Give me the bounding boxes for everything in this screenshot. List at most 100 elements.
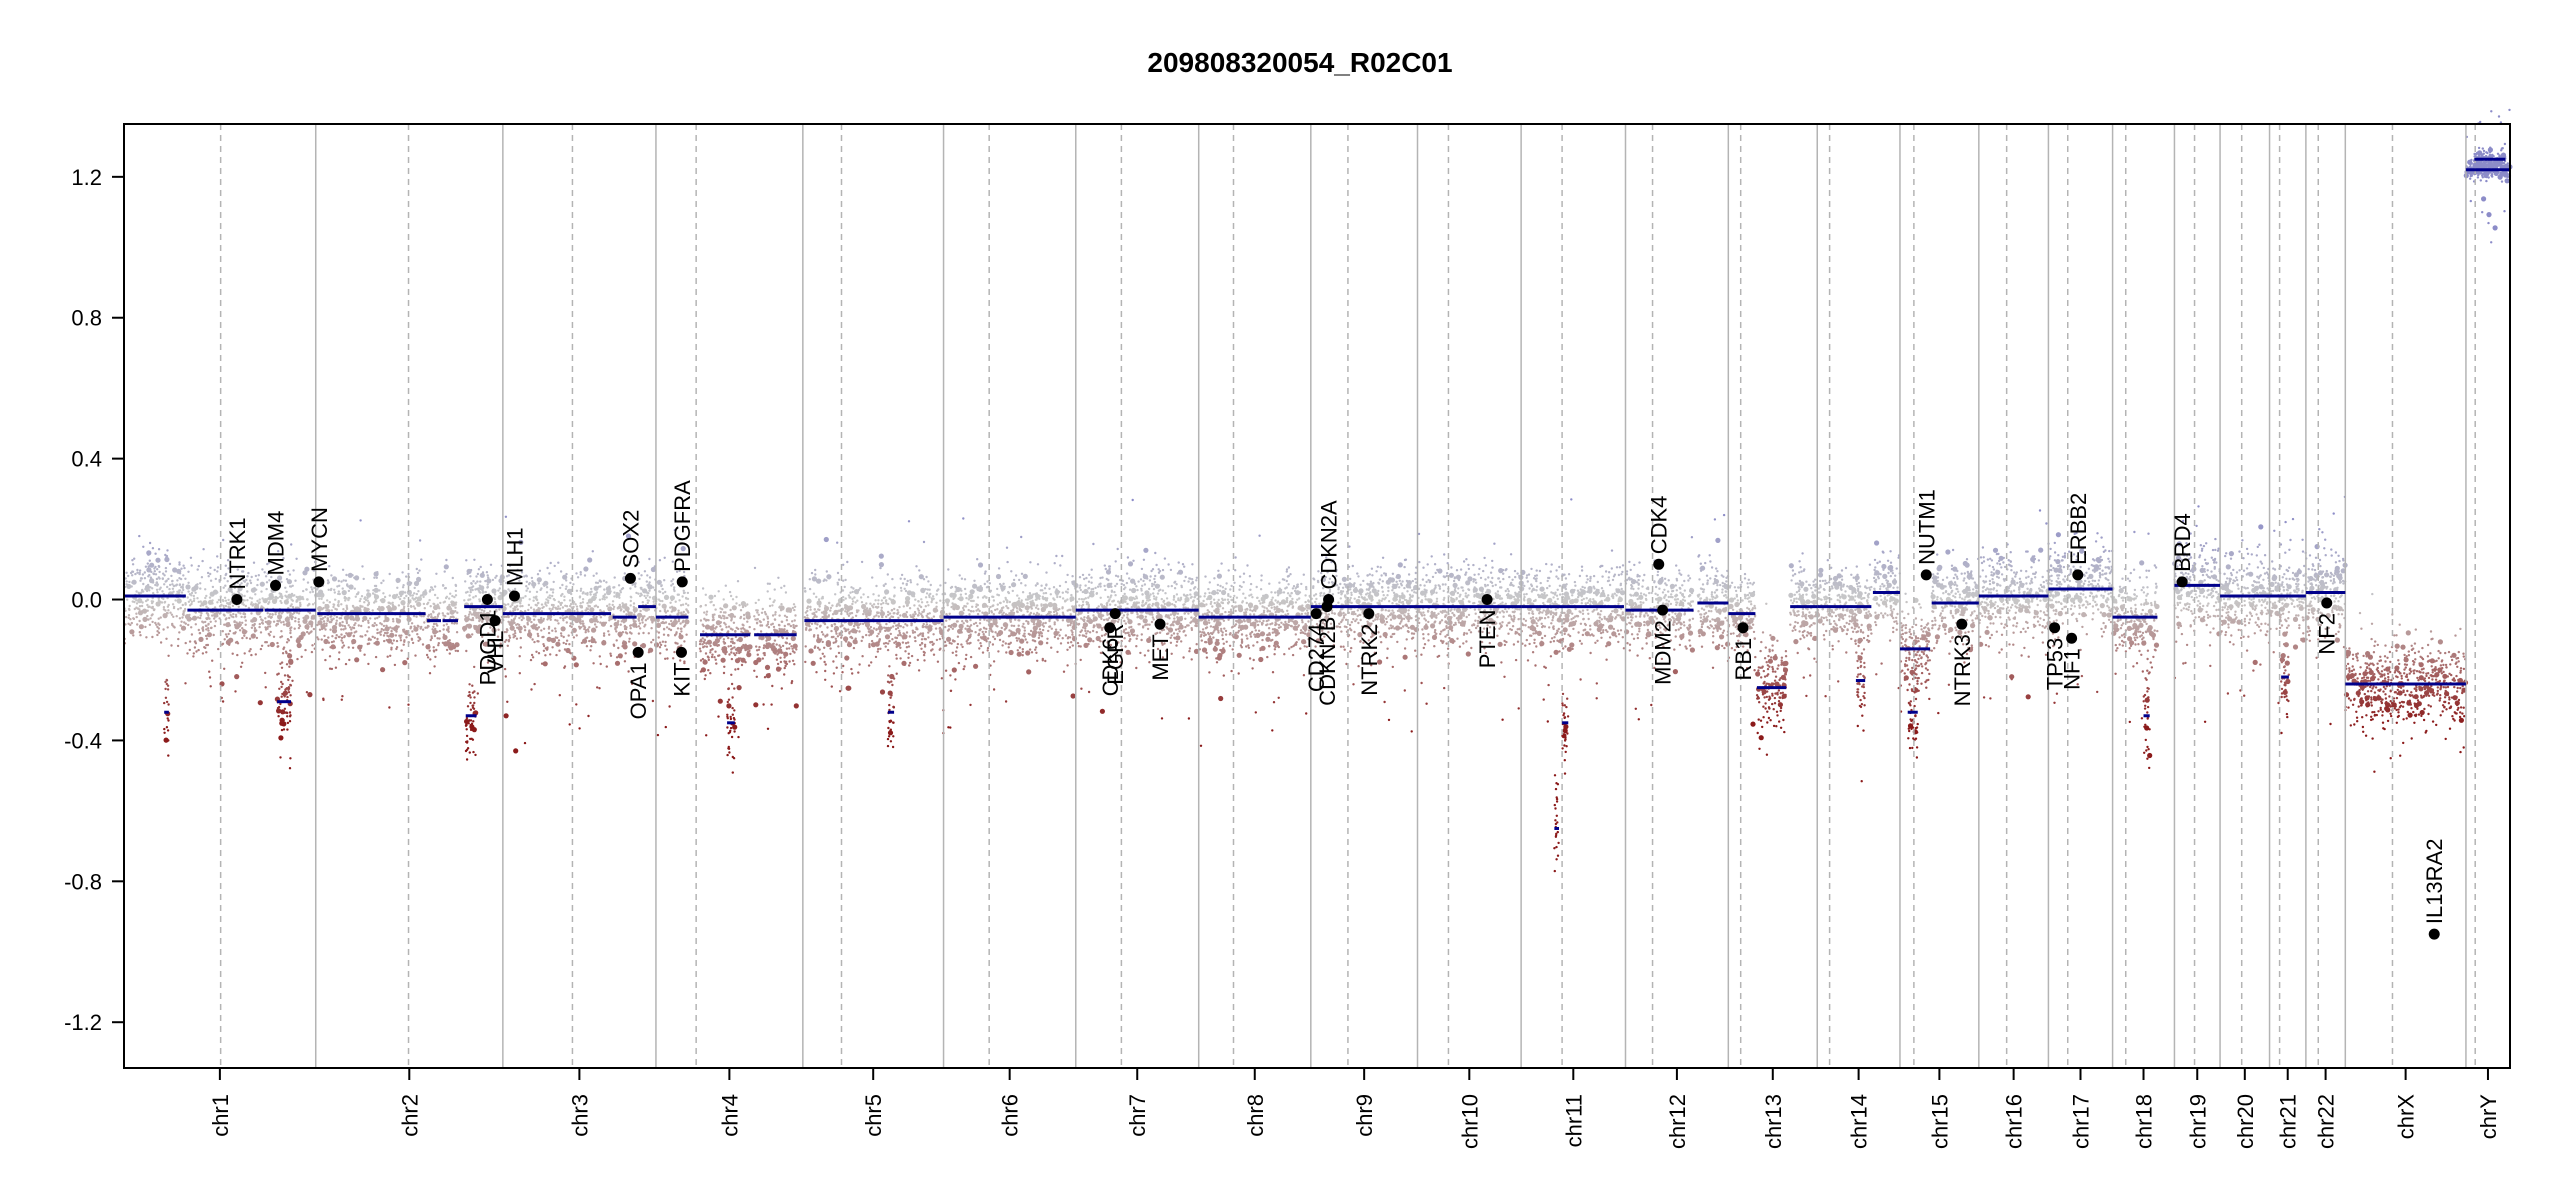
probe-point xyxy=(549,561,552,565)
probe-point xyxy=(162,572,165,575)
probe-point xyxy=(877,594,880,597)
probe-point xyxy=(785,615,789,619)
probe-point xyxy=(722,671,726,675)
probe-point xyxy=(125,571,128,574)
probe-point xyxy=(526,587,529,590)
probe-point xyxy=(260,590,263,593)
probe-point xyxy=(1099,576,1102,580)
probe-point xyxy=(734,630,737,633)
probe-point xyxy=(129,629,135,635)
probe-point xyxy=(708,594,714,600)
probe-point xyxy=(864,622,871,628)
probe-point xyxy=(341,641,344,644)
probe-point xyxy=(506,700,509,703)
probe-point xyxy=(563,627,566,630)
probe-point xyxy=(962,667,965,671)
probe-point xyxy=(1007,646,1010,649)
probe-point xyxy=(740,627,743,630)
probe-point xyxy=(711,618,715,622)
probe-point xyxy=(341,646,344,649)
probe-point xyxy=(777,576,780,579)
probe-point xyxy=(760,624,764,627)
probe-point xyxy=(893,595,896,598)
probe-point xyxy=(270,575,273,579)
probe-point xyxy=(421,628,425,631)
probe-point xyxy=(224,633,228,636)
probe-point xyxy=(463,627,466,630)
probe-point xyxy=(375,623,378,627)
probe-point xyxy=(1173,617,1176,620)
probe-point xyxy=(1099,582,1102,585)
probe-point xyxy=(373,576,376,579)
probe-point xyxy=(438,637,441,640)
probe-point xyxy=(328,667,332,670)
probe-point xyxy=(737,659,741,662)
probe-point xyxy=(657,631,661,634)
probe-point xyxy=(717,698,723,704)
probe-point xyxy=(1085,632,1088,635)
probe-point xyxy=(508,634,511,637)
probe-point xyxy=(138,534,141,538)
probe-point xyxy=(513,587,517,591)
probe-point xyxy=(553,564,556,568)
probe-point xyxy=(599,585,602,588)
probe-point xyxy=(523,741,527,745)
probe-point xyxy=(1028,613,1032,616)
probe-point xyxy=(877,615,880,618)
probe-point xyxy=(349,615,355,621)
probe-point xyxy=(893,612,896,615)
probe-point xyxy=(579,620,582,623)
probe-point xyxy=(919,632,923,635)
probe-point xyxy=(581,610,584,613)
probe-point xyxy=(205,628,208,631)
probe-point xyxy=(285,641,289,644)
probe-point xyxy=(221,700,225,703)
probe-point xyxy=(766,590,769,593)
probe-point xyxy=(323,638,329,645)
probe-point xyxy=(207,623,210,626)
probe-point xyxy=(335,634,338,637)
probe-point xyxy=(939,584,942,587)
probe-point xyxy=(537,609,541,612)
probe-point xyxy=(614,660,621,666)
probe-point xyxy=(830,629,833,633)
probe-point xyxy=(932,597,935,600)
probe-point xyxy=(793,626,796,630)
probe-point xyxy=(494,602,498,606)
probe-point xyxy=(151,587,154,590)
probe-point xyxy=(661,621,665,625)
probe-point xyxy=(625,632,629,635)
probe-point xyxy=(1023,626,1026,629)
probe-point xyxy=(1068,608,1071,611)
probe-point xyxy=(161,577,164,581)
probe-point xyxy=(986,646,990,650)
probe-point xyxy=(512,607,515,610)
probe-point xyxy=(648,616,651,619)
probe-point xyxy=(496,635,500,638)
probe-point xyxy=(133,607,136,611)
probe-point xyxy=(178,617,182,620)
probe-point xyxy=(583,574,587,577)
probe-point xyxy=(291,584,294,587)
probe-point xyxy=(586,602,589,605)
probe-point xyxy=(523,629,527,632)
probe-point xyxy=(165,554,169,558)
probe-point xyxy=(224,584,227,587)
probe-point xyxy=(602,594,605,598)
probe-point xyxy=(264,617,267,620)
probe-point xyxy=(877,602,880,605)
probe-point xyxy=(1163,602,1167,606)
probe-point xyxy=(659,652,662,655)
probe-point xyxy=(1146,627,1150,631)
probe-point xyxy=(899,614,902,617)
probe-point xyxy=(518,616,521,620)
probe-point xyxy=(258,625,261,629)
probe-point xyxy=(151,635,154,639)
probe-point xyxy=(527,603,531,607)
probe-point xyxy=(225,590,228,594)
probe-point xyxy=(344,599,347,602)
probe-point xyxy=(1028,648,1032,651)
probe-point xyxy=(213,568,216,572)
probe-point xyxy=(283,599,289,605)
probe-point xyxy=(205,651,208,654)
